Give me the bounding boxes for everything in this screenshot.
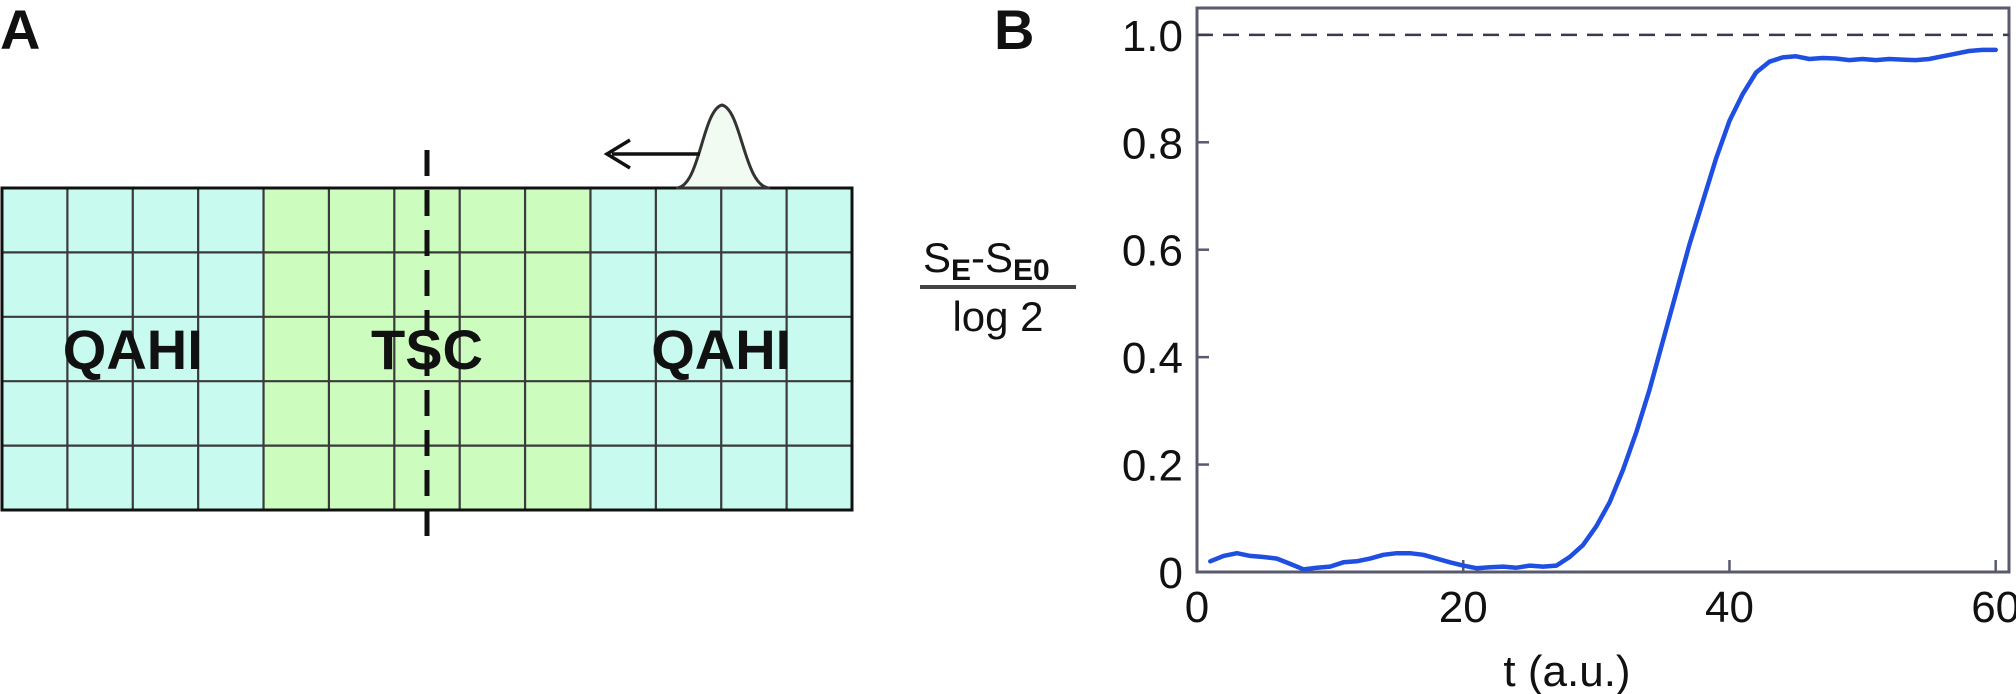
- region-label-2: QAHI: [651, 318, 791, 381]
- ylabel-sub1: E: [951, 254, 971, 287]
- lattice-diagram: QAHI TSC QAHI: [0, 103, 854, 545]
- x-axis-ticks: 0 20 40 60: [1185, 560, 2016, 632]
- ylabel-s1: S: [923, 234, 951, 281]
- series-group: [1208, 47, 1998, 572]
- y-tick-label-0: 0: [1159, 549, 1183, 598]
- wavepacket: [675, 103, 771, 190]
- y-axis-label: SE-SE0 log 2: [920, 234, 1076, 340]
- ylabel-denominator: log 2: [952, 293, 1043, 340]
- y-tick-label-5: 1.0: [1122, 12, 1183, 61]
- x-tick-label-2: 40: [1705, 583, 1754, 632]
- ylabel-numerator: SE-SE0: [923, 234, 1050, 287]
- region-label-0: QAHI: [63, 318, 203, 381]
- y-axis-ticks: 0 0.2 0.4 0.6 0.8 1.0: [1122, 12, 1209, 598]
- panel-label-b: B: [994, 0, 1035, 61]
- x-tick-label-3: 60: [1971, 583, 2016, 632]
- wavepacket-shape: [675, 103, 771, 190]
- x-axis-title: t (a.u.): [1503, 647, 1630, 694]
- propagation-arrow: [603, 138, 700, 170]
- x-tick-label-1: 20: [1439, 583, 1488, 632]
- panel-label-a: A: [0, 0, 41, 61]
- ylabel-sub2: E0: [1013, 254, 1050, 287]
- plot-border: [1195, 6, 2011, 574]
- y-tick-label-3: 0.6: [1122, 227, 1183, 276]
- series-line-0: [1208, 47, 1998, 572]
- y-tick-label-2: 0.4: [1122, 334, 1183, 383]
- ylabel-minus: -S: [971, 234, 1013, 281]
- arrow-head-icon: [603, 138, 631, 170]
- y-tick-label-1: 0.2: [1122, 442, 1183, 491]
- y-tick-label-4: 0.8: [1122, 119, 1183, 168]
- plot-frame: [1195, 6, 2011, 574]
- x-tick-label-0: 0: [1185, 583, 1209, 632]
